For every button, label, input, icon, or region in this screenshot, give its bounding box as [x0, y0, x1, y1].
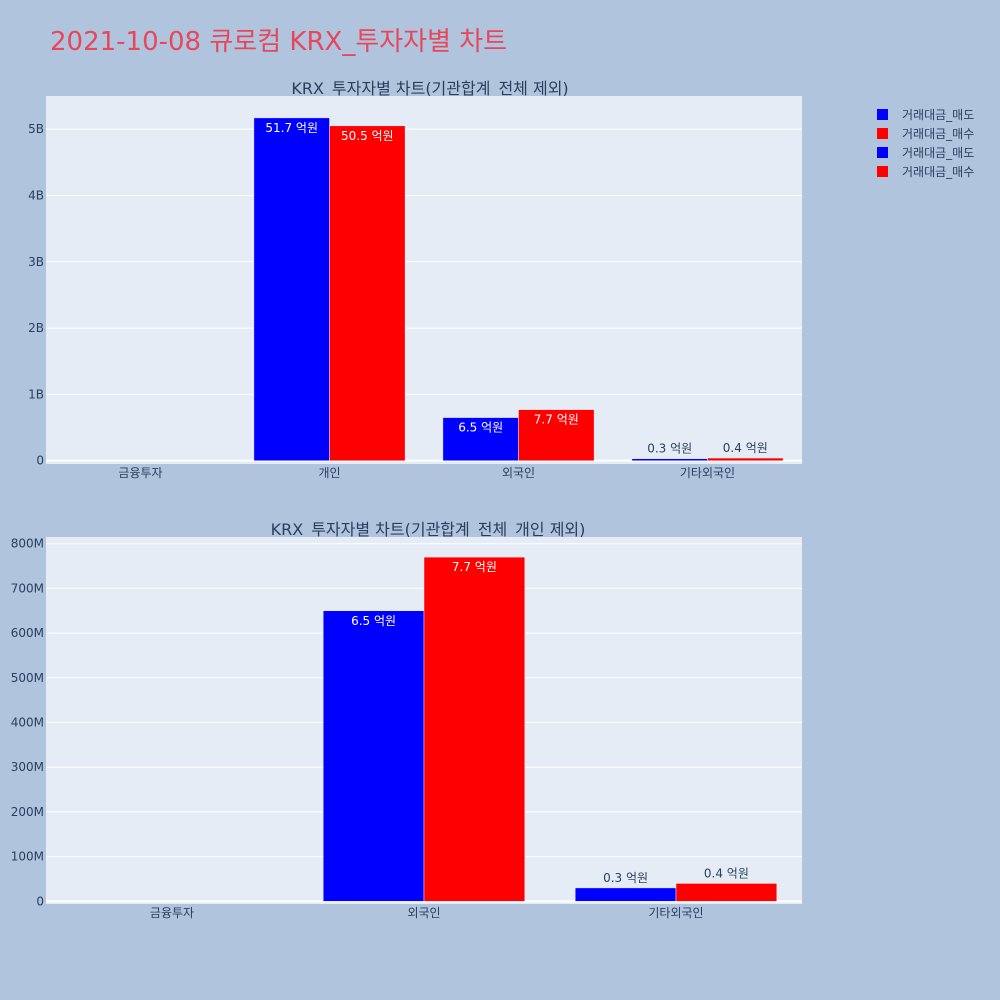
bar-data-label: 0.3 억원	[647, 442, 692, 456]
bar-data-label: 7.7 억원	[534, 413, 579, 427]
bar-data-label: 50.5 억원	[341, 129, 394, 143]
legend-swatch[interactable]	[877, 166, 888, 177]
y-tick-label: 800M	[11, 537, 44, 551]
bar[interactable]	[675, 883, 778, 902]
chart-bottom: KRX_투자자별 차트(기관합계_전체_개인 제외) 0 100M 200M 300M 4…	[11, 520, 802, 920]
y-tick-label: 0	[36, 454, 44, 468]
chart-title: KRX_투자자별 차트(기관합계_전체_개인 제외)	[271, 520, 586, 540]
chart-top: KRX_투자자별 차트(기관합계_전체 제외) 0 1B 2B 3B 4B 5B 금융투자 개인…	[28, 79, 802, 480]
x-tick-label: 외국인	[502, 466, 535, 480]
bar[interactable]	[574, 887, 677, 902]
chart-title: KRX_투자자별 차트(기관합계_전체 제외)	[291, 79, 568, 99]
legend-label[interactable]: 거래대금_매도	[902, 108, 974, 122]
bar-data-label: 7.7 억원	[452, 560, 497, 574]
x-tick-label: 개인	[318, 466, 340, 480]
bar[interactable]	[322, 610, 425, 902]
bar[interactable]	[518, 409, 595, 461]
y-tick-label: 5B	[28, 122, 44, 136]
bar[interactable]	[707, 457, 784, 461]
y-tick-label: 100M	[11, 850, 44, 864]
legend-label[interactable]: 거래대금_매수	[902, 127, 974, 141]
y-tick-label: 4B	[28, 188, 44, 202]
y-tick-label: 300M	[11, 760, 44, 774]
x-tick-label: 금융투자	[118, 466, 162, 480]
bar[interactable]	[253, 117, 330, 461]
legend-swatch[interactable]	[877, 109, 888, 120]
y-tick-label: 500M	[11, 671, 44, 685]
x-tick-label: 금융투자	[150, 906, 194, 920]
y-tick-label: 700M	[11, 581, 44, 595]
legend-swatch[interactable]	[877, 128, 888, 139]
page-title: 2021-10-08 큐로컴 KRX_투자자별 차트	[50, 27, 507, 57]
legend-label[interactable]: 거래대금_매수	[902, 165, 974, 179]
y-tick-label: 200M	[11, 805, 44, 819]
bar-data-label: 0.4 억원	[723, 441, 768, 455]
y-tick-label: 3B	[28, 255, 44, 269]
y-tick-label: 2B	[28, 321, 44, 335]
bar[interactable]	[423, 556, 526, 902]
bar[interactable]	[631, 458, 708, 461]
legend-swatch[interactable]	[877, 147, 888, 158]
legend-label[interactable]: 거래대금_매도	[902, 146, 974, 160]
x-tick-label: 기타외국인	[648, 906, 703, 920]
plot-area	[46, 96, 802, 464]
y-tick-label: 0	[36, 894, 44, 908]
y-tick-label: 1B	[28, 387, 44, 401]
bar-data-label: 6.5 억원	[351, 614, 396, 628]
x-tick-label: 기타외국인	[680, 466, 735, 480]
bar-data-label: 51.7 억원	[265, 121, 318, 135]
bar-data-label: 0.3 억원	[603, 871, 648, 885]
y-tick-label: 600M	[11, 626, 44, 640]
bar-data-label: 6.5 억원	[458, 421, 503, 435]
y-tick-label: 400M	[11, 716, 44, 730]
bar[interactable]	[329, 125, 406, 461]
x-tick-label: 외국인	[407, 906, 440, 920]
bar-data-label: 0.4 억원	[704, 866, 749, 880]
